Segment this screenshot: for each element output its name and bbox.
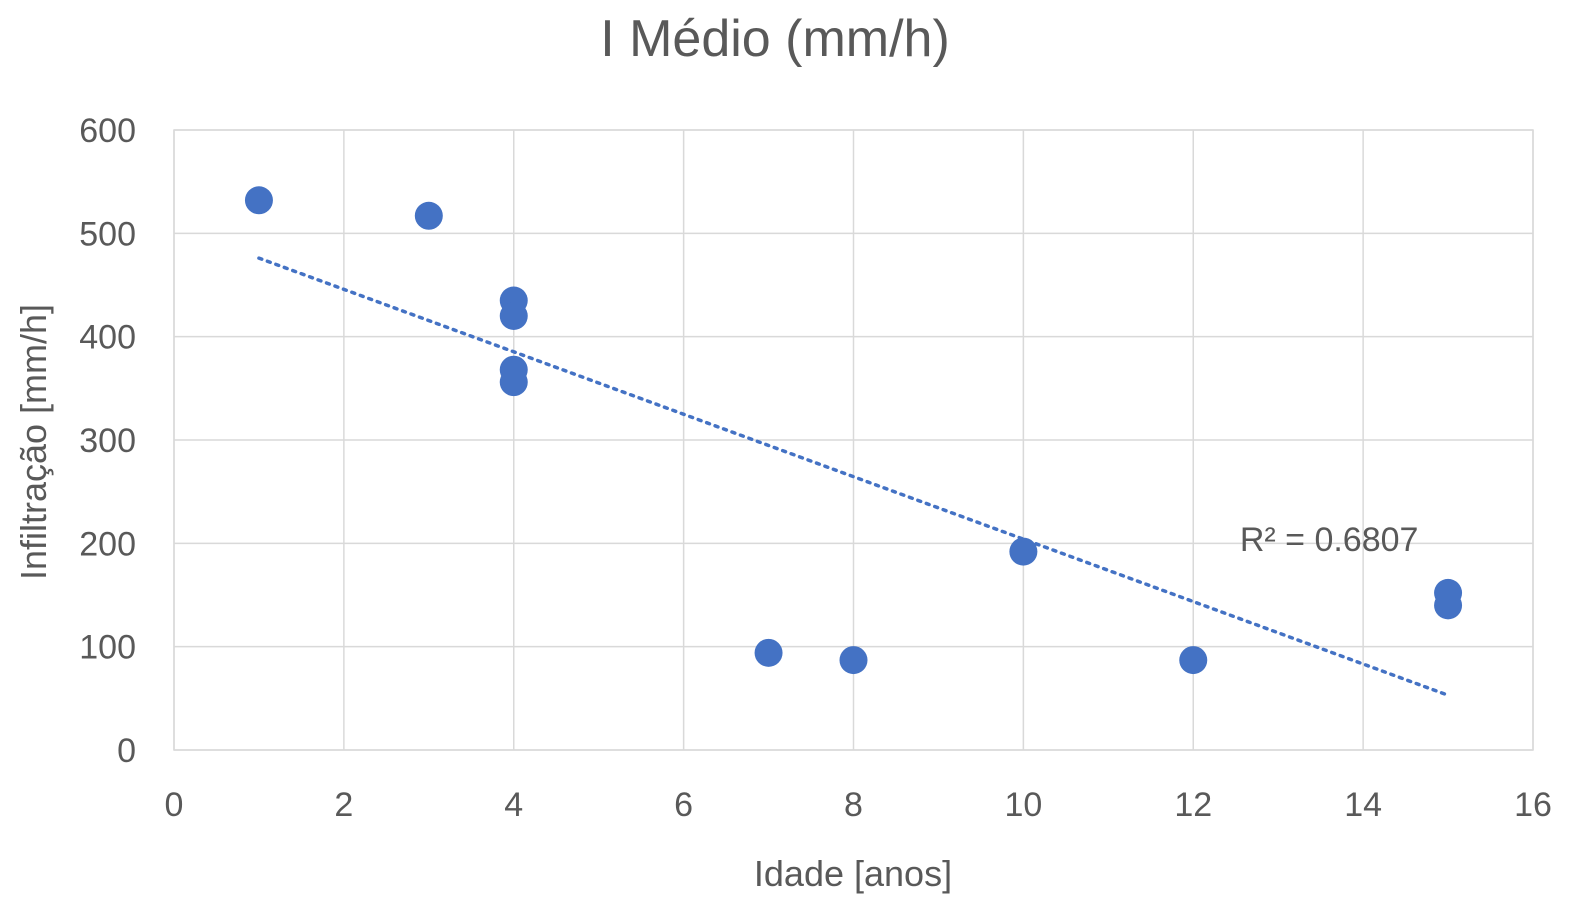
y-tick-label: 400 <box>79 319 136 357</box>
plot-area-border <box>173 129 1534 751</box>
x-tick-label: 6 <box>674 786 693 824</box>
y-tick-label: 0 <box>117 732 136 770</box>
data-point <box>414 201 443 230</box>
x-tick-label: 12 <box>1174 786 1212 824</box>
y-tick-label: 200 <box>79 525 136 563</box>
data-point <box>1009 537 1038 566</box>
x-tick-label: 0 <box>165 786 184 824</box>
x-tick-label: 4 <box>504 786 523 824</box>
trendline-layer <box>257 256 1450 697</box>
data-point <box>1434 591 1463 620</box>
y-tick-label: 600 <box>79 112 136 150</box>
x-tick-label: 14 <box>1344 786 1382 824</box>
x-tick-label: 10 <box>1004 786 1042 824</box>
annotations: R² = 0.6807 <box>1240 521 1419 559</box>
linear-trendline <box>257 256 1450 697</box>
y-tick-label: 300 <box>79 422 136 460</box>
data-point <box>754 638 783 667</box>
y-tick-label: 500 <box>79 215 136 253</box>
data-point <box>499 302 528 330</box>
x-axis-ticks: 0 2 4 6 8 10 12 14 16 <box>165 786 1552 824</box>
x-axis-title: Idade [anos] <box>754 853 952 894</box>
x-tick-label: 2 <box>334 786 353 824</box>
data-point <box>839 646 868 675</box>
data-point <box>1179 646 1208 675</box>
data-points <box>244 186 1463 675</box>
chart-title: I Médio (mm/h) <box>600 10 950 68</box>
y-tick-label: 100 <box>79 629 136 667</box>
x-tick-label: 16 <box>1514 786 1552 824</box>
data-point <box>499 368 528 397</box>
x-tick-label: 8 <box>844 786 863 824</box>
y-axis-title: Infiltração [mm/h] <box>13 304 54 580</box>
y-axis-ticks: 0 100 200 300 400 500 600 <box>79 112 136 770</box>
r-squared-label: R² = 0.6807 <box>1240 521 1419 559</box>
data-point <box>244 186 273 215</box>
